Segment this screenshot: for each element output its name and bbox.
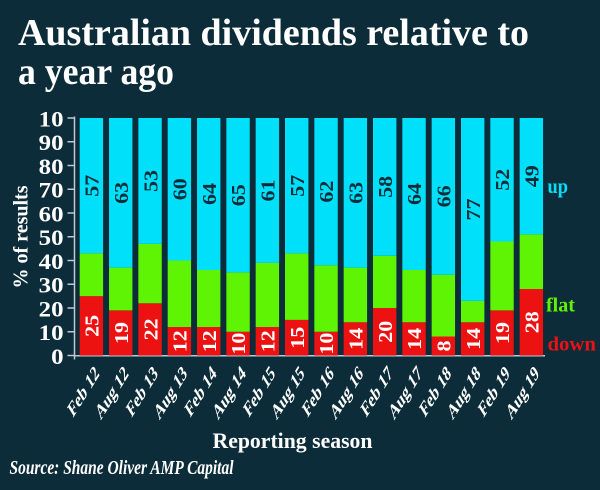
svg-text:10: 10 — [316, 333, 338, 355]
svg-text:down: down — [548, 334, 597, 356]
svg-text:10: 10 — [228, 333, 250, 355]
svg-text:52: 52 — [492, 169, 514, 191]
svg-text:12: 12 — [199, 330, 221, 352]
svg-text:10: 10 — [39, 321, 64, 345]
svg-text:20: 20 — [375, 321, 397, 343]
svg-text:22: 22 — [140, 318, 162, 340]
svg-text:60: 60 — [39, 203, 64, 227]
svg-text:up: up — [548, 176, 569, 198]
svg-text:63: 63 — [111, 182, 133, 204]
svg-text:15: 15 — [287, 327, 309, 349]
svg-text:57: 57 — [82, 175, 104, 197]
svg-text:63: 63 — [346, 182, 368, 204]
svg-text:70: 70 — [39, 179, 64, 203]
svg-text:40: 40 — [39, 250, 64, 274]
svg-text:12: 12 — [170, 330, 192, 352]
svg-text:19: 19 — [492, 322, 514, 344]
svg-text:61: 61 — [258, 179, 280, 201]
svg-text:64: 64 — [199, 183, 221, 205]
svg-text:28: 28 — [522, 311, 544, 333]
svg-text:Reporting season: Reporting season — [213, 428, 373, 453]
svg-text:14: 14 — [346, 328, 368, 350]
svg-text:64: 64 — [404, 183, 426, 205]
svg-text:62: 62 — [316, 181, 338, 203]
svg-text:12: 12 — [258, 330, 280, 352]
svg-text:30: 30 — [39, 274, 64, 298]
svg-text:53: 53 — [140, 170, 162, 192]
svg-text:14: 14 — [404, 328, 426, 350]
svg-text:49: 49 — [522, 165, 544, 187]
svg-text:80: 80 — [39, 155, 64, 179]
svg-text:% of results: % of results — [9, 186, 33, 289]
svg-text:a year ago: a year ago — [18, 51, 174, 93]
svg-text:50: 50 — [39, 226, 64, 250]
svg-text:10: 10 — [39, 108, 64, 132]
svg-text:Australian dividends relative: Australian dividends relative to — [18, 12, 529, 54]
svg-text:0: 0 — [51, 345, 63, 369]
svg-text:77: 77 — [463, 198, 485, 220]
svg-text:20: 20 — [39, 298, 64, 322]
svg-text:58: 58 — [375, 176, 397, 198]
svg-text:66: 66 — [434, 185, 456, 207]
svg-text:60: 60 — [170, 178, 192, 200]
svg-text:8: 8 — [434, 341, 456, 352]
svg-text:57: 57 — [287, 175, 309, 197]
svg-text:19: 19 — [111, 322, 133, 344]
svg-text:90: 90 — [39, 131, 64, 155]
svg-text:Source: Shane Oliver AMP Capit: Source: Shane Oliver AMP Capital — [10, 457, 234, 479]
svg-text:65: 65 — [228, 184, 250, 206]
svg-text:14: 14 — [463, 328, 485, 350]
svg-text:flat: flat — [546, 294, 575, 316]
svg-text:25: 25 — [82, 315, 104, 337]
